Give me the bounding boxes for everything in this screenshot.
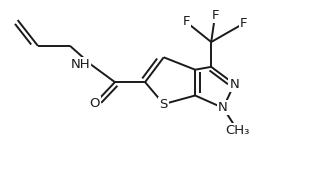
Text: S: S [160,98,168,111]
Text: N: N [218,101,228,114]
Text: NH: NH [70,58,90,71]
Text: O: O [90,97,100,110]
Text: F: F [211,9,219,22]
Text: F: F [182,15,190,28]
Text: F: F [240,17,248,30]
Text: CH₃: CH₃ [225,124,250,137]
Text: N: N [230,78,239,91]
